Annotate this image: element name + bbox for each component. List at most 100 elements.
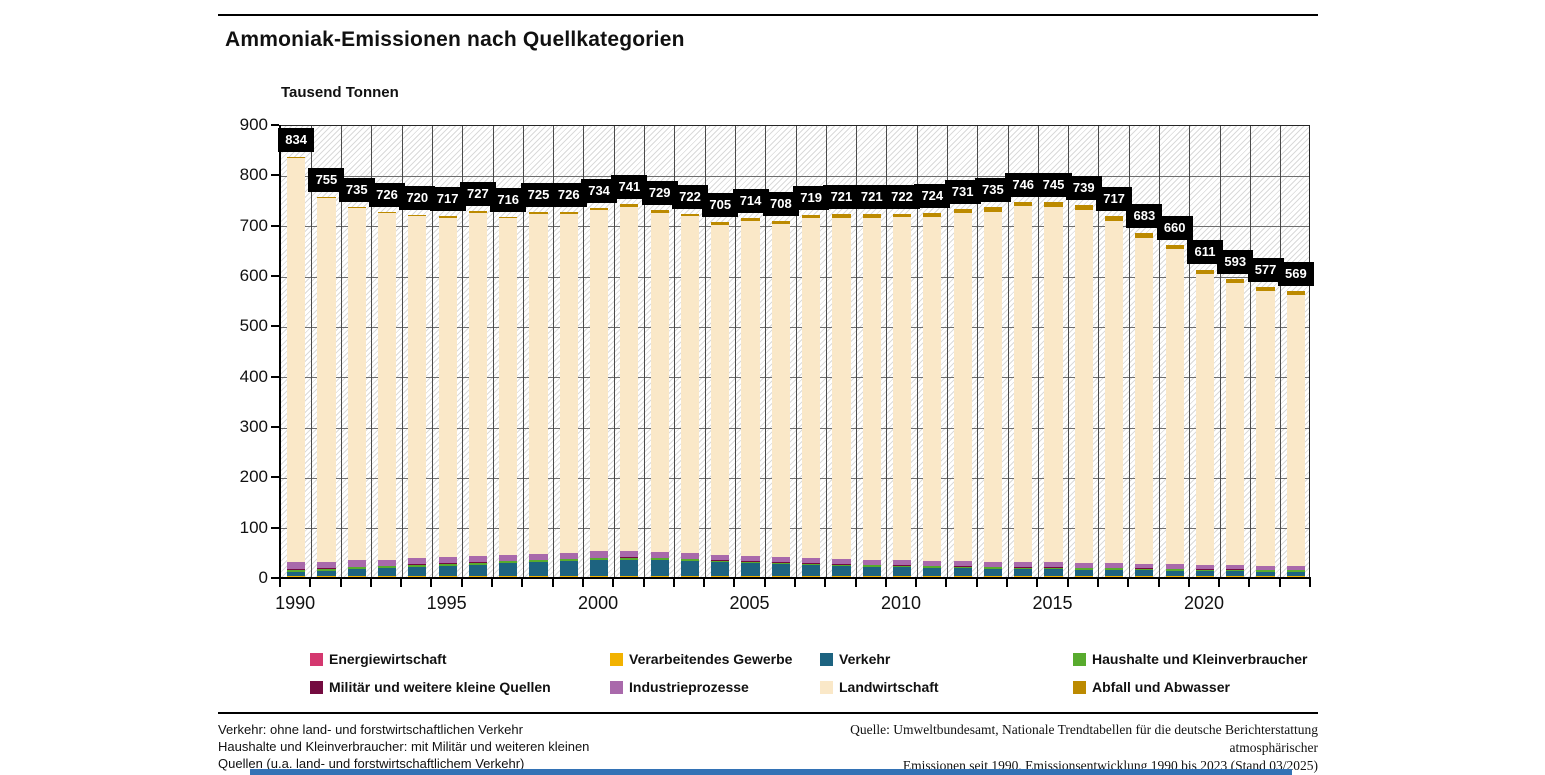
y-axis-label: 600: [239, 266, 268, 285]
bar-total-label: 755: [308, 167, 345, 192]
segment-energiewirtschaft: [802, 576, 821, 577]
segment-industrieprozesse: [983, 561, 1002, 567]
segment-verarbeitendes-gewerbe: [1256, 576, 1275, 577]
segment-haushalte-und-kleinverbraucher: [802, 563, 821, 566]
segment-verkehr: [529, 562, 548, 576]
bar-2006: [771, 220, 790, 577]
bar-1998: [529, 212, 548, 577]
segment-landwirtschaft: [892, 217, 912, 561]
segment-abfall-und-abwasser: [1165, 244, 1184, 250]
segment-landwirtschaft: [1195, 274, 1215, 566]
segment-industrieprozesse: [650, 551, 669, 558]
y-axis-tick: [271, 375, 279, 378]
x-axis-tick: [369, 579, 372, 587]
segment-verarbeitendes-gewerbe: [468, 576, 487, 577]
segment-landwirtschaft: [1256, 291, 1275, 566]
segment-energiewirtschaft: [1074, 576, 1093, 577]
x-axis-tick: [763, 579, 766, 587]
bar-total-label: 726: [369, 182, 406, 207]
segment-haushalte-und-kleinverbraucher: [438, 563, 457, 566]
segment-abfall-und-abwasser: [620, 204, 639, 207]
bar-2013: [983, 207, 1002, 577]
bar-2002: [650, 210, 669, 577]
y-axis-label: 100: [239, 517, 268, 537]
x-axis-label: 2020: [1183, 593, 1224, 613]
segment-industrieprozesse: [711, 554, 730, 561]
segment-verarbeitendes-gewerbe: [1105, 576, 1124, 577]
segment-abfall-und-abwasser: [923, 212, 942, 217]
segment-haushalte-und-kleinverbraucher: [559, 559, 578, 562]
segment-milit-r-und-weitere-kleine-quellen: [1074, 567, 1093, 569]
bar-total-label: 735: [338, 178, 375, 203]
segment-abfall-und-abwasser: [802, 215, 821, 219]
segment-verkehr: [1195, 571, 1215, 576]
segment-haushalte-und-kleinverbraucher: [711, 560, 730, 563]
segment-abfall-und-abwasser: [559, 211, 578, 214]
segment-industrieprozesse: [1135, 563, 1154, 569]
segment-verkehr: [438, 565, 457, 576]
x-axis-tick: [1248, 579, 1251, 587]
segment-verarbeitendes-gewerbe: [620, 576, 639, 577]
segment-abfall-und-abwasser: [650, 210, 669, 213]
segment-landwirtschaft: [1105, 220, 1124, 563]
segment-industrieprozesse: [438, 557, 457, 564]
segment-milit-r-und-weitere-kleine-quellen: [771, 562, 790, 563]
bar-total-label: 683: [1126, 204, 1163, 229]
y-axis-tick: [271, 325, 279, 328]
segment-energiewirtschaft: [620, 576, 639, 577]
segment-energiewirtschaft: [408, 576, 427, 577]
segment-landwirtschaft: [1226, 283, 1245, 566]
segment-industrieprozesse: [468, 556, 487, 563]
x-axis-tick: [854, 579, 857, 587]
x-axis-tick: [884, 579, 887, 587]
x-axis-label: 1995: [426, 593, 467, 613]
bar-1999: [559, 211, 578, 577]
x-axis-tick: [642, 579, 645, 587]
segment-verarbeitendes-gewerbe: [832, 576, 851, 577]
segment-haushalte-und-kleinverbraucher: [983, 567, 1002, 569]
segment-verkehr: [832, 566, 851, 576]
footnote-left-line2: Haushalte und Kleinverbraucher: mit Mili…: [218, 739, 590, 754]
segment-haushalte-und-kleinverbraucher: [741, 561, 760, 564]
gridline-vertical: [371, 126, 373, 577]
segment-milit-r-und-weitere-kleine-quellen: [438, 563, 457, 564]
segment-haushalte-und-kleinverbraucher: [923, 566, 942, 568]
segment-industrieprozesse: [771, 556, 790, 563]
gridline-vertical: [1128, 126, 1130, 577]
segment-landwirtschaft: [862, 217, 881, 560]
segment-energiewirtschaft: [711, 576, 730, 577]
gridline-vertical: [916, 126, 918, 577]
segment-haushalte-und-kleinverbraucher: [650, 558, 669, 561]
gridline-vertical: [674, 126, 676, 577]
bar-total-label: 611: [1186, 240, 1223, 265]
segment-energiewirtschaft: [923, 576, 942, 577]
x-axis-label: 2005: [729, 593, 770, 613]
segment-energiewirtschaft: [1105, 576, 1124, 577]
segment-haushalte-und-kleinverbraucher: [1195, 569, 1215, 572]
segment-landwirtschaft: [590, 209, 609, 552]
segment-milit-r-und-weitere-kleine-quellen: [559, 558, 578, 560]
segment-industrieprozesse: [832, 559, 851, 565]
segment-haushalte-und-kleinverbraucher: [832, 564, 851, 567]
segment-verkehr: [771, 564, 790, 576]
bottom-accent-bar: [250, 769, 1292, 775]
segment-verarbeitendes-gewerbe: [590, 576, 609, 577]
y-axis-tick: [271, 577, 279, 579]
bar-2003: [680, 213, 700, 577]
y-axis-tick: [271, 174, 279, 177]
segment-energiewirtschaft: [1135, 576, 1154, 577]
segment-haushalte-und-kleinverbraucher: [1226, 569, 1245, 572]
bar-total-label: 705: [702, 193, 739, 218]
footnote-source-line1: Quelle: Umweltbundesamt, Nationale Trend…: [850, 722, 1318, 755]
segment-verarbeitendes-gewerbe: [1014, 576, 1033, 577]
bar-total-label: 739: [1065, 176, 1102, 201]
segment-landwirtschaft: [1286, 295, 1305, 566]
segment-haushalte-und-kleinverbraucher: [1135, 568, 1154, 571]
segment-haushalte-und-kleinverbraucher: [1044, 567, 1063, 570]
y-axis-tick: [271, 526, 279, 529]
x-axis-tick: [1157, 579, 1160, 587]
y-axis-label: 700: [239, 215, 268, 235]
segment-verkehr: [1256, 571, 1275, 576]
segment-energiewirtschaft: [862, 576, 881, 577]
bar-total-label: 717: [1096, 187, 1133, 212]
